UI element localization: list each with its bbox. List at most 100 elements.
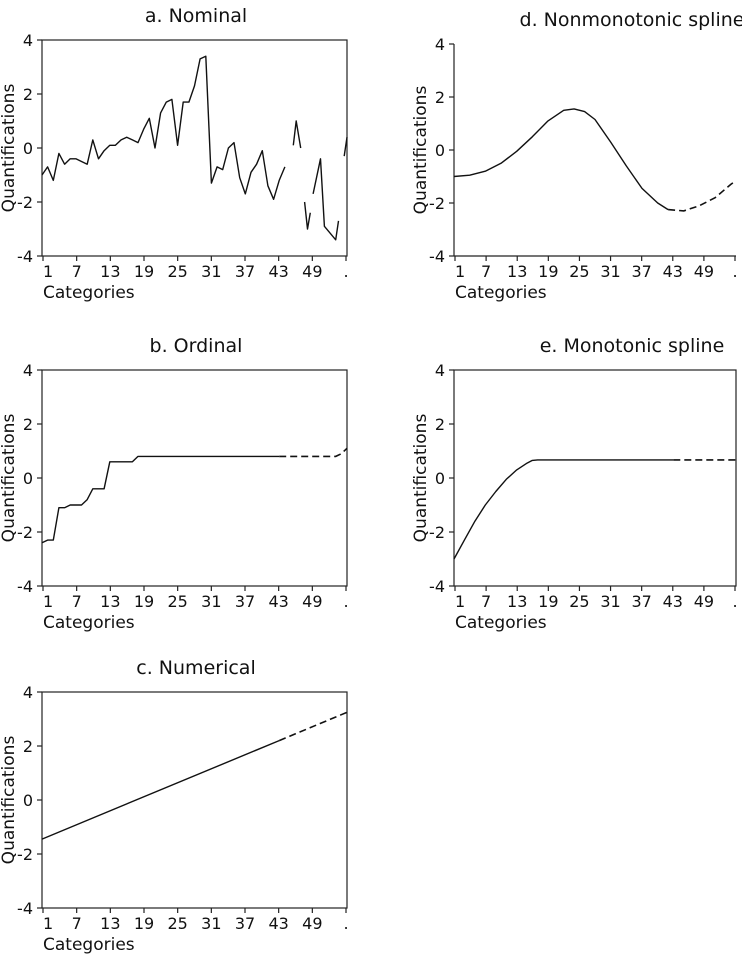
x-tick-label: 37 (235, 914, 255, 933)
series-line-e-0 (453, 459, 674, 560)
x-tick-label: 19 (134, 262, 154, 281)
chart-panel-e: e. Monotonic spline 4 2 0 -2 -4 1 7 13 19 25 31 37 43… (411, 335, 738, 633)
x-tick-label: 1 (455, 592, 465, 611)
series-line-a-1 (292, 120, 302, 149)
chart-title: e. Monotonic spline (540, 335, 725, 357)
y-tick-label: 2 (435, 415, 445, 434)
series-line-c-0 (41, 739, 280, 840)
chart-panel-b: b. Ordinal 4 2 0 -2 -4 1 7 13 19 25 31 37 43 49 . Catego… (0, 335, 349, 633)
x-axis-title: Categories (43, 935, 135, 954)
series-line-c-1 (278, 711, 348, 742)
x-tick-label: 13 (100, 262, 120, 281)
x-tick-label: 7 (72, 592, 82, 611)
x-tick-label: 43 (268, 592, 288, 611)
x-tick-label: 49 (302, 262, 322, 281)
y-tick-label: 0 (435, 141, 445, 160)
y-tick-label: -2 (429, 194, 445, 213)
x-tick-label: 7 (72, 262, 82, 281)
x-tick-label: 49 (302, 592, 322, 611)
x-tick-label: 43 (663, 592, 683, 611)
y-axis-title: Quantifications (0, 84, 19, 213)
chart-title: a. Nominal (145, 5, 247, 27)
x-tick-label: 43 (268, 262, 288, 281)
series-line-a-2 (303, 201, 311, 230)
series-line-b-1 (279, 447, 348, 458)
x-tick-label: 1 (43, 592, 53, 611)
chart-panel-d: d. Nonmonotonic spline 4 2 0 -2 -4 1 7 13 19 25 31 3… (411, 9, 742, 303)
series-line-d-1 (668, 179, 737, 212)
x-tick-label: 43 (268, 914, 288, 933)
series-line-a-4 (343, 137, 348, 157)
y-tick-label: -2 (17, 523, 33, 542)
x-tick-label: 13 (100, 914, 120, 933)
x-tick-label: 19 (538, 262, 558, 281)
x-tick-label: 13 (507, 262, 527, 281)
x-tick-label: 25 (167, 914, 187, 933)
x-tick-label: 25 (569, 262, 589, 281)
x-tick-label: 49 (302, 914, 322, 933)
x-tick-label: 43 (663, 262, 683, 281)
chart-title: b. Ordinal (150, 335, 243, 357)
x-tick-label: 13 (507, 592, 527, 611)
y-tick-label: -4 (429, 577, 445, 596)
x-tick-label: 37 (631, 592, 651, 611)
x-tick-label: 49 (694, 592, 714, 611)
y-tick-label: -4 (17, 899, 33, 918)
y-axis-title: Quantifications (0, 736, 19, 865)
x-tick-label: . (732, 592, 737, 611)
plot-frame (41, 369, 348, 587)
series-line-d-0 (453, 108, 669, 211)
x-tick-label: . (732, 262, 737, 281)
y-tick-label: 2 (23, 737, 33, 756)
x-axis-title: Categories (455, 283, 547, 303)
x-tick-label: . (343, 914, 348, 933)
y-axis-title: Quantifications (411, 414, 431, 543)
y-tick-label: -4 (17, 247, 33, 266)
y-tick-label: -4 (17, 577, 33, 596)
x-tick-label: 31 (600, 592, 620, 611)
x-tick-label: 7 (72, 914, 82, 933)
y-tick-label: 4 (23, 31, 33, 50)
plot-frame (41, 691, 348, 909)
x-tick-label: . (343, 592, 348, 611)
y-tick-label: 0 (23, 139, 33, 158)
x-tick-label: 7 (481, 592, 491, 611)
x-tick-label: 25 (167, 592, 187, 611)
y-axis-title: Quantifications (0, 414, 19, 543)
x-tick-label: 19 (538, 592, 558, 611)
x-tick-label: 13 (100, 592, 120, 611)
series-line-b-0 (41, 455, 280, 544)
chart-panel-c: c. Numerical 4 2 0 -2 -4 1 7 13 19 25 31 37 43 49 . Cate… (0, 657, 349, 954)
series-line-a-3 (312, 158, 340, 241)
y-tick-label: 2 (23, 85, 33, 104)
x-tick-label: 25 (167, 262, 187, 281)
y-tick-label: 2 (435, 88, 445, 107)
x-tick-label: 31 (201, 914, 221, 933)
x-tick-label: 1 (43, 914, 53, 933)
x-tick-label: 25 (569, 592, 589, 611)
y-tick-label: 4 (23, 361, 33, 380)
y-axis-title: Quantifications (411, 86, 431, 215)
chart-panel-a: a. Nominal 4 2 0 -2 -4 1 7 13 19 25 31 37 43 49 . Catego… (0, 5, 349, 303)
x-axis-title: Categories (43, 283, 135, 303)
series-line-a-0 (41, 55, 286, 201)
y-tick-label: 4 (435, 35, 445, 54)
x-tick-label: 49 (694, 262, 714, 281)
y-tick-label: -2 (17, 193, 33, 212)
y-tick-label: 0 (23, 791, 33, 810)
plot-frame (41, 39, 348, 257)
y-tick-label: 2 (23, 415, 33, 434)
x-tick-label: 31 (201, 262, 221, 281)
y-tick-label: -2 (17, 845, 33, 864)
x-tick-label: 7 (481, 262, 491, 281)
x-tick-label: 37 (631, 262, 651, 281)
plot-frame (453, 369, 737, 587)
x-tick-label: 31 (600, 262, 620, 281)
x-tick-label: . (343, 262, 348, 281)
x-tick-label: 19 (134, 592, 154, 611)
y-tick-label: -2 (429, 523, 445, 542)
chart-title: d. Nonmonotonic spline (520, 9, 742, 31)
y-tick-label: 4 (23, 683, 33, 702)
x-tick-label: 31 (201, 592, 221, 611)
